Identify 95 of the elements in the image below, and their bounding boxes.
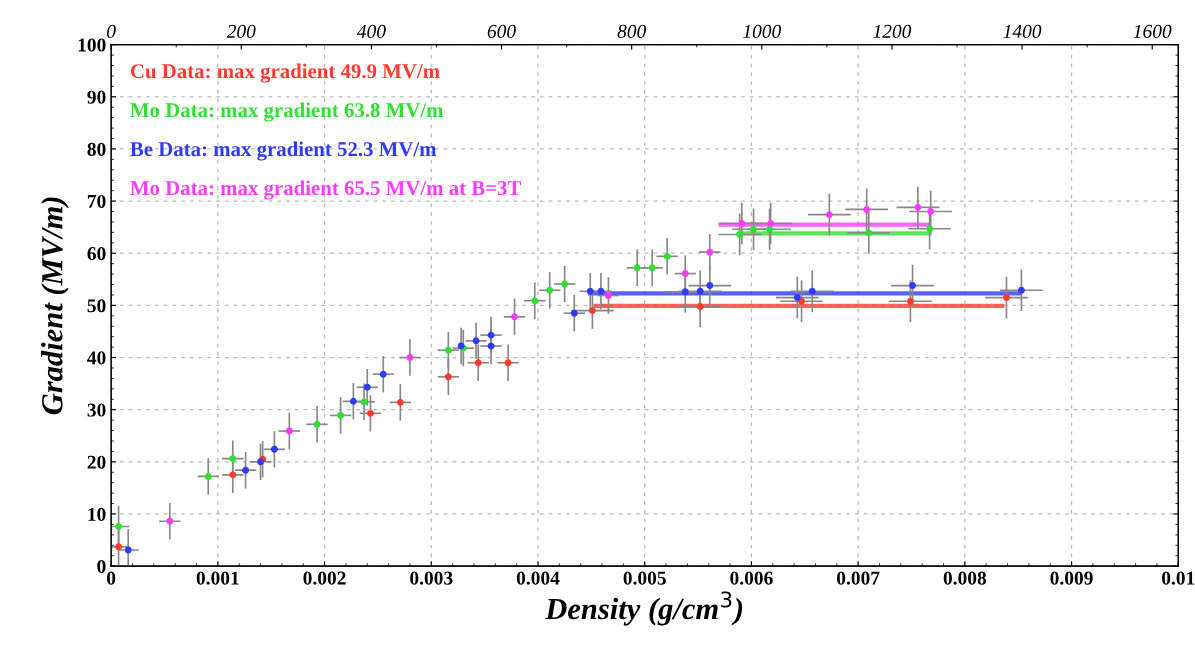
x2-tick-label: 400 (356, 24, 386, 38)
x2-tick-label: 800 (617, 24, 647, 38)
point (115, 523, 123, 530)
y-tick-label: 60 (87, 247, 106, 261)
point (808, 287, 816, 295)
x2-tick-label: 1200 (873, 24, 912, 38)
x2-tick-label: 0 (107, 24, 116, 38)
x-tick-label: 0.007 (837, 571, 880, 585)
point (337, 411, 345, 419)
point (444, 346, 452, 354)
point (1002, 294, 1010, 302)
y-tick-label: 90 (87, 90, 106, 104)
point (124, 546, 132, 554)
point (906, 297, 914, 305)
point (663, 252, 671, 260)
x2-tick-label: 600 (487, 24, 516, 38)
point (736, 230, 744, 238)
text: Mo Data: max gradient 63.8 MV/m (130, 102, 444, 122)
x-tick-label: 0.006 (730, 571, 773, 585)
point (474, 359, 482, 367)
point (681, 288, 689, 296)
point (926, 225, 934, 233)
point (597, 287, 605, 295)
point (379, 370, 387, 378)
point (825, 211, 833, 219)
x-tick-label: 0.003 (410, 571, 453, 585)
y-tick-label: 0 (97, 559, 106, 574)
point (396, 398, 404, 406)
point (793, 294, 801, 302)
x-tick-label: 0.002 (303, 571, 346, 585)
y-tick-label: 80 (87, 142, 106, 156)
point (504, 359, 512, 367)
point (242, 466, 250, 474)
point (696, 287, 704, 295)
point (166, 517, 174, 525)
point (633, 264, 641, 272)
point (204, 472, 212, 480)
point (270, 445, 278, 453)
point (115, 543, 123, 551)
x-tick-label: 0.001 (196, 571, 239, 585)
y-tick-label: 10 (88, 507, 106, 521)
point (546, 286, 554, 294)
y-tick-label: 40 (87, 351, 106, 365)
point (285, 427, 293, 435)
point (444, 373, 452, 381)
point (229, 471, 237, 479)
y-tick-label: 70 (87, 194, 106, 209)
point (570, 309, 578, 317)
point (313, 420, 321, 428)
point (648, 264, 656, 272)
x2-tick-label: 1600 (1133, 24, 1172, 38)
point (406, 354, 414, 361)
x-tick-label: 0.009 (1050, 571, 1093, 585)
point (706, 248, 714, 256)
point (681, 270, 689, 278)
y-tick-label: 100 (78, 38, 106, 52)
point (750, 225, 758, 233)
x2-tick-label: 200 (226, 24, 256, 38)
point (472, 337, 480, 345)
y-tick-label: 30 (87, 403, 106, 417)
y-tick-label: 50 (87, 299, 106, 313)
point (586, 287, 594, 295)
point (561, 280, 569, 288)
point (531, 297, 539, 305)
x-tick-label: 0.008 (943, 571, 987, 585)
point (1017, 286, 1025, 294)
point (511, 313, 518, 321)
point (604, 292, 612, 299)
point (363, 383, 371, 391)
x-tick-label: 0.01 (1162, 571, 1195, 585)
y-axis-title: Gradient (MV/m) (41, 197, 69, 415)
x-tick-label: 0.004 (516, 571, 560, 585)
point (909, 282, 917, 290)
point (914, 203, 922, 211)
point (588, 307, 596, 315)
point (366, 409, 374, 417)
x2-tick-label: 1400 (1003, 24, 1042, 38)
point (696, 302, 704, 310)
x2-tick-label: 1000 (743, 24, 782, 38)
point (927, 208, 935, 215)
x-tick-label: 0 (107, 571, 116, 585)
point (767, 220, 775, 227)
point (738, 220, 746, 227)
text: Be Data: max gradient 52.3 MV/m (130, 141, 437, 161)
point (865, 229, 873, 237)
x-tick-label: 0.005 (623, 571, 666, 585)
point (349, 397, 357, 405)
point (360, 398, 368, 406)
text: Mo Data: max gradient 65.5 MV/m at B=3T (130, 180, 522, 200)
point (706, 282, 714, 290)
y-tick-label: 20 (87, 455, 106, 469)
point (863, 205, 871, 213)
text: Cu Data: max gradient 49.9 MV/m (130, 63, 440, 83)
x-axis-title: Density (g/cm$^{3}$) (545, 591, 743, 626)
point (229, 455, 237, 463)
